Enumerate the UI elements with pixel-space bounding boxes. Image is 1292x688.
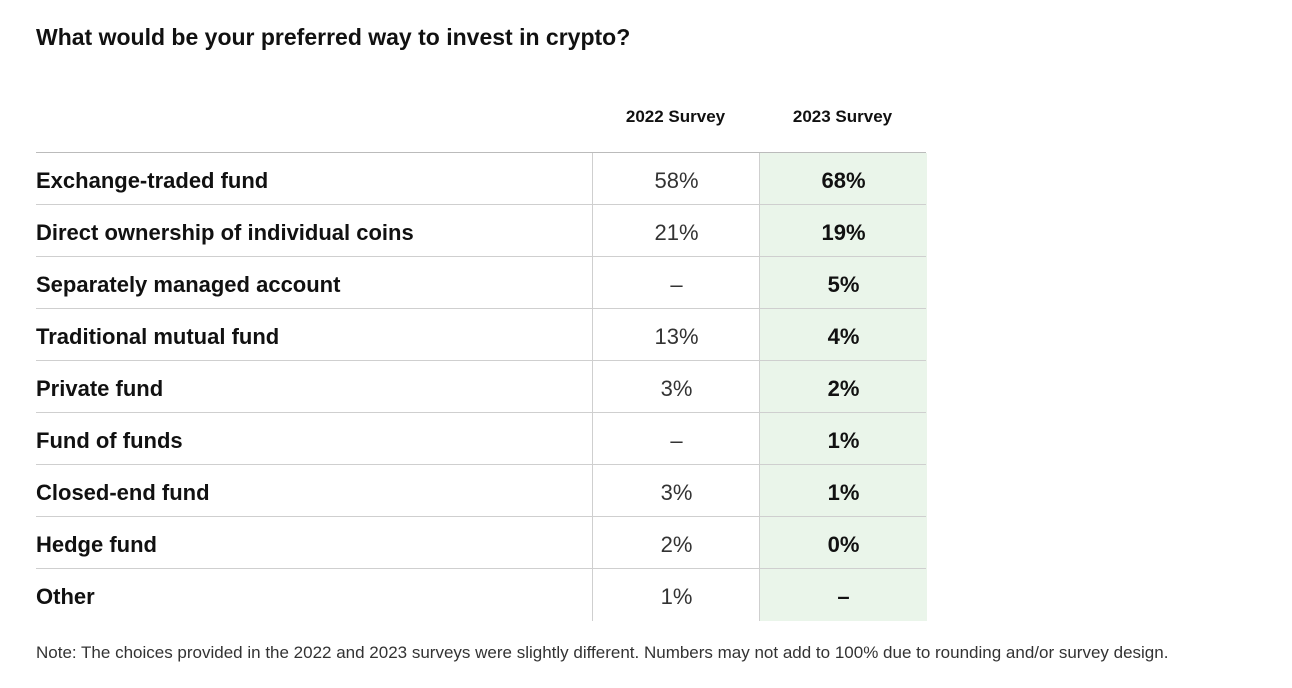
table-cell: 4% <box>759 309 927 361</box>
table-cell: 2% <box>759 361 927 413</box>
table-row: Private fund 3% 2% <box>36 360 927 413</box>
table-cell: 2% <box>592 517 760 569</box>
table-cell: 68% <box>759 153 927 205</box>
row-label: Exchange-traded fund <box>36 168 269 193</box>
column-header: 2023 Survey <box>792 107 893 126</box>
table-cell: 5% <box>759 257 927 309</box>
table-note: Note: The choices provided in the 2022 a… <box>36 643 1169 662</box>
table-cell: 3% <box>592 465 760 517</box>
row-label: Other <box>36 584 95 609</box>
row-label: Separately managed account <box>36 272 341 297</box>
row-label: Private fund <box>36 376 164 401</box>
table-row: Traditional mutual fund 13% 4% <box>36 308 927 361</box>
table-cell: 21% <box>592 205 760 257</box>
table-row: Direct ownership of individual coins 21% 1… <box>36 204 927 257</box>
table-cell: – <box>592 257 760 309</box>
table-row: Closed-end fund 3% 1% <box>36 464 927 517</box>
table-cell: 1% <box>759 465 927 517</box>
table-cell: – <box>592 413 760 465</box>
table-cell: – <box>759 569 927 621</box>
table-cell: 0% <box>759 517 927 569</box>
row-label: Direct ownership of individual coins <box>36 220 414 245</box>
table-cell: 3% <box>592 361 760 413</box>
table-row: Other 1% – <box>36 568 927 621</box>
table-cell: 1% <box>759 413 927 465</box>
table-cell: 1% <box>592 569 760 621</box>
column-header: 2022 Survey <box>625 107 726 126</box>
row-label: Traditional mutual fund <box>36 324 280 349</box>
row-label: Closed-end fund <box>36 480 210 505</box>
table-row: Hedge fund 2% 0% <box>36 516 927 569</box>
table-title: What would be your preferred way to inve… <box>36 24 631 50</box>
table-cell: 13% <box>592 309 760 361</box>
row-label: Fund of funds <box>36 428 183 453</box>
row-label: Hedge fund <box>36 532 157 557</box>
table-row: Separately managed account –5% <box>36 256 927 309</box>
table-cell: 19% <box>759 205 927 257</box>
table-cell: 58% <box>592 153 760 205</box>
table-row: Fund of funds –1% <box>36 412 927 465</box>
table-row: Exchange-traded fund 58% 68% <box>36 152 927 205</box>
